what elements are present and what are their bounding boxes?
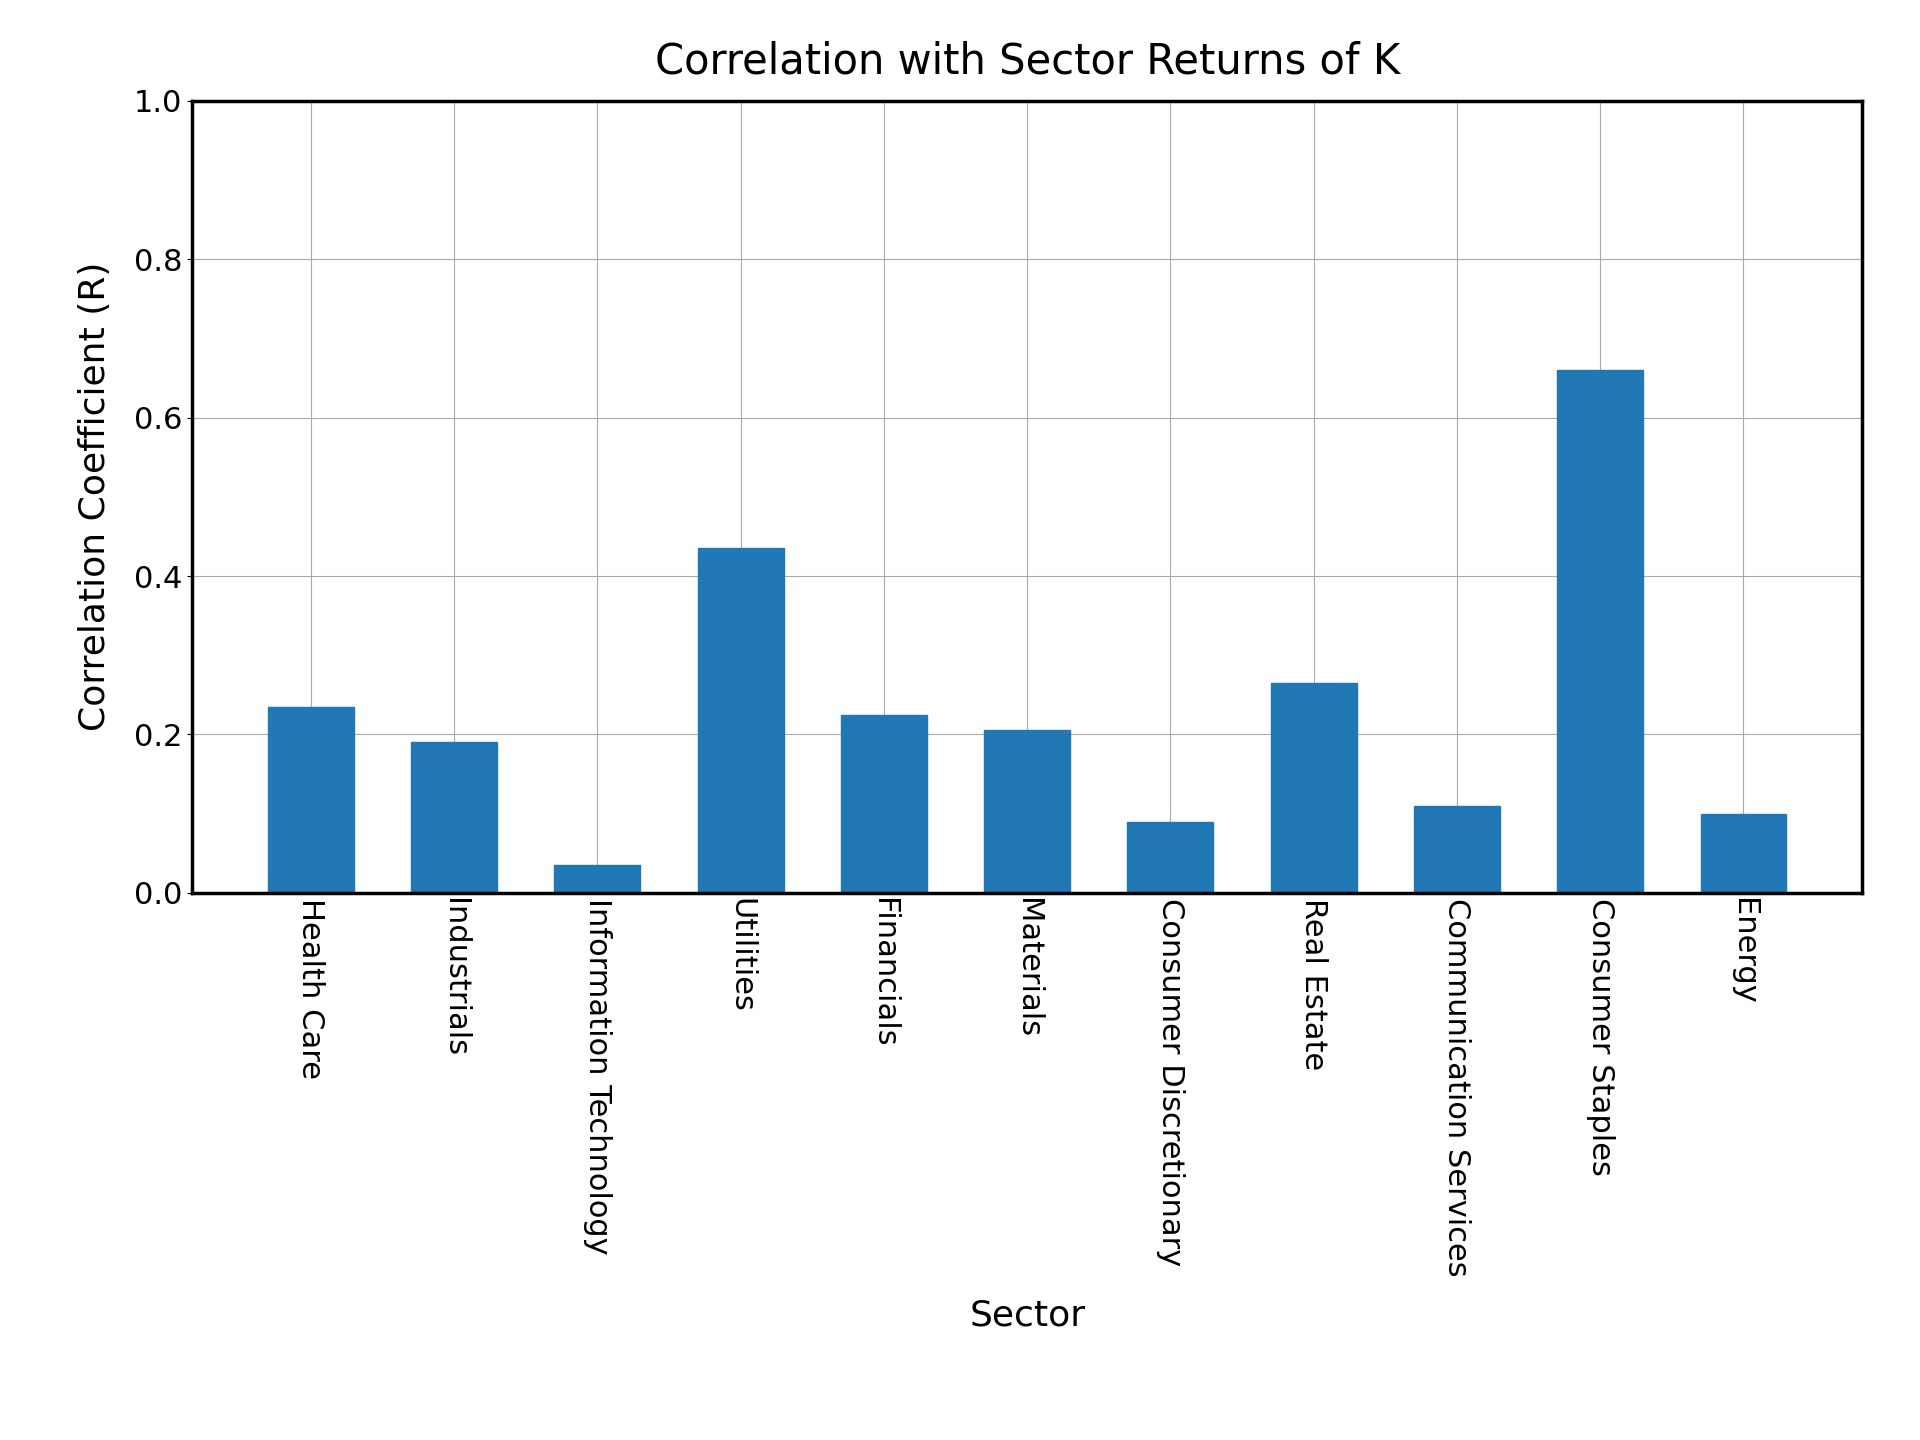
Bar bbox=[697, 549, 783, 893]
Bar bbox=[1127, 821, 1213, 893]
Bar bbox=[985, 730, 1069, 893]
Bar bbox=[841, 714, 927, 893]
X-axis label: Sector: Sector bbox=[970, 1299, 1085, 1332]
Bar bbox=[1557, 370, 1644, 893]
Bar bbox=[1271, 683, 1357, 893]
Bar bbox=[1701, 814, 1786, 893]
Bar bbox=[1413, 805, 1500, 893]
Y-axis label: Correlation Coefficient (R): Correlation Coefficient (R) bbox=[77, 262, 111, 732]
Bar bbox=[269, 707, 353, 893]
Title: Correlation with Sector Returns of K: Correlation with Sector Returns of K bbox=[655, 40, 1400, 82]
Bar bbox=[411, 743, 497, 893]
Bar bbox=[555, 865, 641, 893]
